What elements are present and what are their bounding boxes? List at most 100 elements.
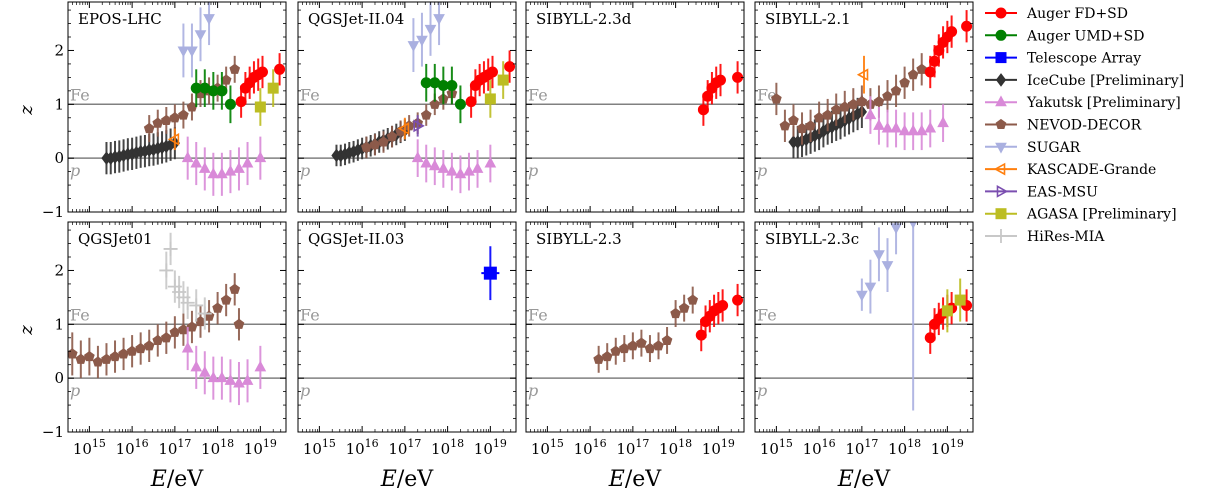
panel-frame [754, 1, 974, 213]
data-point-sugar [186, 46, 198, 58]
legend-item-telescope-array: Telescope Array [985, 51, 1141, 67]
data-point-nevod-decor [101, 353, 112, 364]
reference-label-p: p [528, 381, 538, 400]
data-point-nevod-decor [627, 340, 639, 351]
x-axis-label: E/eV [380, 467, 434, 492]
data-point-yakutsk-preliminary [454, 167, 467, 179]
data-point-nevod-decor [830, 104, 842, 115]
panel-epos-lhc: Fe p −1 0 1 2 EPOS-LHC [42, 1, 287, 221]
data-point-auger-umd-sd [224, 98, 236, 110]
data-point-nevod-decor [135, 342, 147, 354]
y-tick-label: −1 [42, 203, 64, 221]
series-sugar [177, 2, 215, 78]
legend: Auger FD+SD Auger UMD+SD Telescope Array Ic… [985, 6, 1184, 245]
data-point-agasa-preliminary [954, 294, 966, 306]
legend-marker-nevod-decor [995, 118, 1007, 130]
data-point-yakutsk-preliminary [224, 374, 237, 385]
data-point-kascade-grande [856, 68, 869, 82]
y-axis-label-bottom: z [16, 325, 37, 336]
data-point-yakutsk-preliminary [890, 121, 902, 133]
data-point-eas-msu [413, 119, 425, 133]
series-yakutsk-preliminary [181, 327, 267, 406]
data-point-auger-fd-sd [717, 299, 729, 311]
data-point-yakutsk-preliminary [484, 156, 497, 168]
data-point-yakutsk-preliminary [446, 164, 458, 176]
data-point-nevod-decor [687, 294, 699, 305]
data-point-nevod-decor [610, 345, 622, 356]
legend-item-nevod-decor: NEVOD-DECOR [985, 118, 1142, 134]
legend-label: HiRes-MIA [1027, 229, 1105, 245]
x-tick-label: 1019 [244, 437, 277, 458]
reference-label-p: p [300, 161, 310, 180]
data-point-auger-fd-sd [486, 66, 498, 78]
data-point-nevod-decor [618, 342, 630, 354]
legend-marker-telescope-array [995, 52, 1007, 64]
legend-label: EAS-MSU [1027, 184, 1098, 200]
panel-title-qgsjet01: QGSJet01 [78, 230, 153, 248]
data-point-sugar [890, 223, 902, 235]
series-telescope-array [481, 246, 500, 301]
data-point-nevod-decor [220, 294, 232, 305]
data-point-nevod-decor [126, 345, 138, 356]
x-axis-label: E/eV [150, 467, 204, 492]
x-axis-label: E/eV [608, 467, 662, 492]
panel-data-qgsjet-ii-03 [481, 246, 500, 301]
series-agasa-preliminary [254, 69, 279, 126]
x-tick-label: 1017 [845, 437, 878, 458]
x-tick-label: 1016 [116, 437, 149, 458]
x-tick-label: 1016 [803, 437, 836, 458]
data-point-nevod-decor [856, 95, 868, 107]
data-point-nevod-decor [916, 63, 928, 74]
data-point-sugar [881, 261, 894, 272]
data-point-sugar [407, 41, 420, 52]
panel-sibyll-2-3d: Fe p SIBYLL-2.3d [525, 1, 745, 213]
series-nevod-decor [593, 286, 699, 373]
data-point-yakutsk-preliminary [181, 341, 194, 353]
y-tick-label: −1 [42, 423, 64, 441]
panel-qgsjet01: Fe p −1 0 1 2 1015 1016 1017 1018 1019 QGSJet01 [42, 221, 287, 458]
data-point-auger-fd-sd [732, 294, 744, 306]
data-point-yakutsk-preliminary [224, 164, 237, 176]
panel-qgsjet-ii-04: Fe p QGSJet-II.04 [297, 1, 517, 213]
data-point-nevod-decor [212, 302, 223, 313]
x-tick-label: 1017 [616, 437, 649, 458]
x-tick-label: 1018 [659, 437, 692, 458]
data-point-nevod-decor [92, 356, 104, 367]
legend-item-hires-mia: HiRes-MIA [985, 229, 1105, 245]
x-tick-label: 1015 [531, 437, 564, 458]
panel-title-sibyll-2-3c: SIBYLL-2.3c [765, 230, 859, 248]
series-hires-mia [159, 232, 212, 330]
series-yakutsk-preliminary [411, 139, 497, 194]
legend-label: IceCube [Preliminary] [1027, 73, 1184, 89]
data-point-yakutsk-preliminary [198, 162, 211, 173]
data-point-nevod-decor [169, 112, 181, 123]
data-point-nevod-decor [636, 337, 647, 348]
data-point-yakutsk-preliminary [207, 167, 220, 179]
x-tick-label: 1016 [346, 437, 379, 458]
data-point-sugar [433, 14, 445, 25]
data-point-nevod-decor [653, 340, 664, 351]
data-point-sugar [909, 222, 917, 229]
legend-label: SUGAR [1027, 140, 1081, 156]
reference-label-p: p [757, 381, 767, 400]
data-point-auger-fd-sd [961, 20, 973, 32]
series-nevod-decor [771, 53, 928, 145]
data-point-nevod-decor [899, 77, 910, 88]
data-point-nevod-decor [661, 334, 673, 346]
x-axis-labels: E/eV E/eV E/eV E/eV [150, 467, 891, 492]
y-tick-label: 0 [54, 369, 64, 387]
series-kascade-grande [397, 117, 410, 140]
reference-label-p: p [70, 381, 80, 400]
reference-label-p: p [528, 161, 538, 180]
data-point-nevod-decor [822, 109, 834, 120]
panel-frame [525, 221, 745, 433]
data-point-nevod-decor [109, 350, 121, 362]
data-point-yakutsk-preliminary [915, 124, 928, 136]
x-tick-label: 1018 [201, 437, 234, 458]
data-point-nevod-decor [771, 93, 782, 104]
series-nevod-decor [68, 273, 245, 379]
panel-frame [297, 221, 517, 433]
legend-marker-yakutsk-preliminary [995, 95, 1007, 107]
data-point-yakutsk-preliminary [241, 156, 254, 168]
legend-item-icecube-preliminary: IceCube [Preliminary] [985, 73, 1184, 89]
